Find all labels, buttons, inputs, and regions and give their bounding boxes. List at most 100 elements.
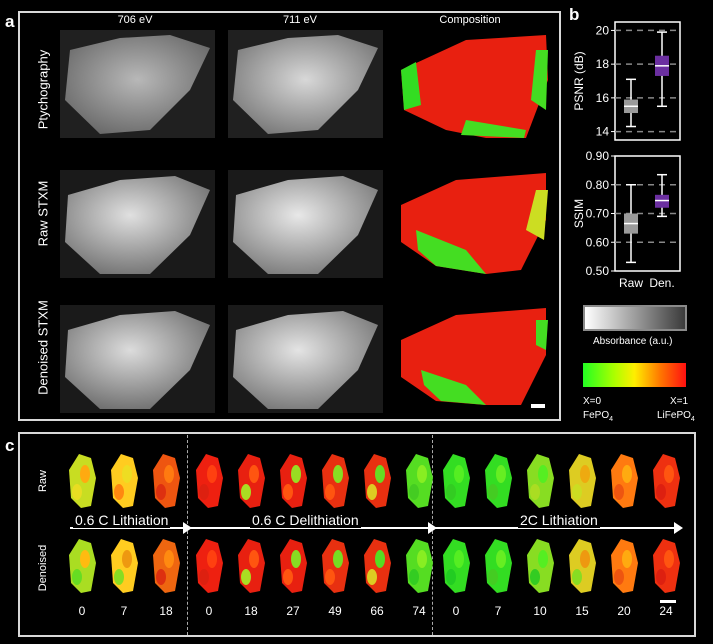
panel-a-label: a (5, 12, 15, 31)
raw-particle (569, 454, 596, 508)
time-label: 7 (494, 604, 502, 618)
raw-stxm-composition-image (401, 173, 548, 274)
particle-domain (283, 569, 293, 585)
particle-domain (80, 465, 90, 483)
time-label: 20 (617, 604, 631, 618)
particle-domain (207, 550, 217, 568)
time-label: 0 (452, 604, 460, 618)
particle-domain (72, 484, 82, 500)
particle-domain (283, 484, 293, 500)
particle-domain (375, 550, 385, 568)
scale-bar-c (660, 600, 676, 603)
particle-domain (614, 484, 624, 500)
time-label: 24 (659, 604, 673, 618)
panel-c-frame (18, 432, 696, 637)
raw-particle (69, 454, 96, 508)
denoised-particle (611, 539, 638, 593)
particle-domain (156, 484, 166, 500)
particle-domain (580, 550, 590, 568)
ptycho-711-image (228, 30, 383, 138)
raw-particle (364, 454, 391, 508)
x-tick-label: Raw (619, 276, 643, 290)
time-label: 0 (78, 604, 86, 618)
denoised-particle (280, 539, 307, 593)
time-label: 49 (328, 604, 342, 618)
particle-domain (614, 569, 624, 585)
raw-particle (153, 454, 180, 508)
raw-particle (322, 454, 349, 508)
row-label-ptychography: Ptychography (35, 49, 51, 130)
y-tick-label: 0.60 (586, 235, 610, 249)
panel-b-label: b (569, 5, 580, 24)
raw-particle (611, 454, 638, 508)
particle-domain (488, 484, 498, 500)
time-label: 15 (575, 604, 589, 618)
absorbance-colorbar (583, 305, 687, 331)
time-label: 0 (205, 604, 213, 618)
x-tick-label: Den. (649, 276, 674, 290)
particle-domain (446, 569, 456, 585)
raw-particle (196, 454, 223, 508)
y-tick-label: 14 (596, 125, 610, 139)
arrowhead-3 (674, 522, 683, 534)
row-label-raw-stxm: Raw STXM (35, 180, 51, 247)
particle-domain (291, 465, 301, 483)
particle-domain (656, 484, 666, 500)
y-tick-label: 0.70 (586, 207, 610, 221)
segment-label-2c-lithiation: 2C Lithiation (518, 512, 600, 528)
particle-domain (80, 550, 90, 568)
y-tick-label: 18 (596, 57, 610, 71)
column-header-706ev: 706 eV (117, 14, 153, 26)
particle-domain (656, 569, 666, 585)
colorbar-right-label: X=1 (670, 396, 689, 407)
particle-domain (530, 484, 540, 500)
raw-particle (527, 454, 554, 508)
divider-line-1 (187, 435, 188, 635)
time-label: 18 (159, 604, 173, 618)
particle-domain (207, 465, 217, 483)
time-label: 66 (370, 604, 384, 618)
particle-domain (291, 550, 301, 568)
raw-stxm-706-image (60, 170, 215, 278)
y-axis-label: SSIM (572, 199, 586, 228)
denoised-particle (527, 539, 554, 593)
particle-domain (325, 569, 335, 585)
absorbance-colorbar-label: Absorbance (a.u.) (593, 336, 673, 347)
denoised-particle (485, 539, 512, 593)
time-label: 74 (412, 604, 426, 618)
ptycho-composition-image (401, 35, 548, 138)
raw-particle (111, 454, 138, 508)
denoised-particle (364, 539, 391, 593)
particle-domain (622, 550, 632, 568)
divider-line-2 (432, 435, 433, 635)
ptycho-706-image (60, 30, 215, 138)
segment-label-delithiation: 0.6 C Delithiation (250, 512, 361, 528)
denoised-particle (569, 539, 596, 593)
denoised-particle (196, 539, 223, 593)
denoised-stxm-706-image (60, 305, 215, 413)
time-label: 18 (244, 604, 258, 618)
particle-domain (446, 484, 456, 500)
y-tick-label: 0.90 (586, 149, 610, 163)
particle-domain (333, 550, 343, 568)
particle-domain (496, 465, 506, 483)
denoised-particle (406, 539, 433, 593)
particle-domain (409, 484, 419, 500)
y-axis-label: PSNR (dB) (572, 51, 586, 110)
y-tick-label: 0.80 (586, 178, 610, 192)
denoised-particle (111, 539, 138, 593)
particle-domain (333, 465, 343, 483)
particle-domain (572, 569, 582, 585)
colorbar-left-label: X=0 (583, 396, 602, 407)
particle-domain (664, 465, 674, 483)
row-label-raw: Raw (37, 470, 49, 493)
particle-domain (114, 484, 124, 500)
arrowhead-2 (428, 522, 437, 534)
timeline-arrow (70, 527, 675, 529)
particle-domain (664, 550, 674, 568)
particle-domain (156, 569, 166, 585)
particle-domain (454, 550, 464, 568)
denoised-particle (322, 539, 349, 593)
segment-label-lithiation: 0.6 C Lithiation (73, 512, 171, 528)
particle-domain (572, 484, 582, 500)
